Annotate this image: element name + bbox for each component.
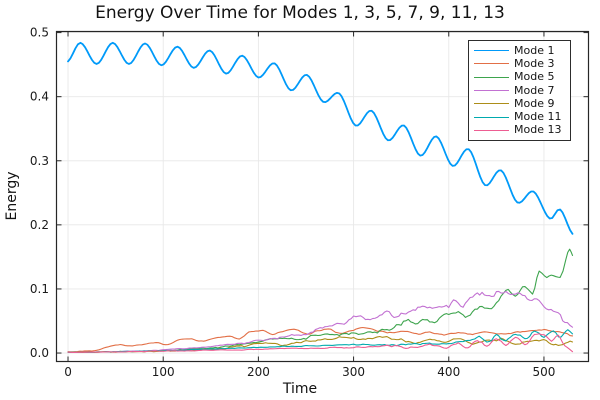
y-tick-label: 0.5 — [30, 26, 49, 40]
series-line-mode-1 — [67, 41, 574, 235]
legend-entry-mode-5: Mode 5 — [469, 71, 570, 84]
y-tick-label: 0.4 — [30, 90, 49, 104]
y-tick-label: 0.1 — [30, 282, 49, 296]
legend-label: Mode 3 — [514, 56, 555, 70]
legend-line-sample — [474, 63, 509, 65]
x-tick-label: 500 — [532, 365, 555, 379]
legend-line-sample — [474, 50, 509, 52]
plot-frame — [55, 30, 590, 363]
y-tick-label: 0.2 — [30, 218, 49, 232]
legend-entry-mode-13: Mode 13 — [469, 124, 570, 137]
x-tick-label: 100 — [152, 365, 175, 379]
legend-entry-mode-9: Mode 9 — [469, 97, 570, 110]
series-line-mode-7 — [67, 290, 574, 353]
legend-entry-mode-7: Mode 7 — [469, 84, 570, 97]
legend-line-sample — [474, 90, 509, 92]
x-tick-label: 400 — [437, 365, 460, 379]
legend-label: Mode 9 — [514, 96, 555, 110]
legend-line-sample — [474, 76, 509, 78]
legend-entry-mode-11: Mode 11 — [469, 110, 570, 123]
x-tick-label: 200 — [247, 365, 270, 379]
y-tick-label: 0.0 — [30, 346, 49, 360]
legend-label: Mode 5 — [514, 70, 555, 84]
chart-title: Energy Over Time for Modes 1, 3, 5, 7, 9… — [95, 3, 505, 23]
y-tick-label: 0.3 — [30, 154, 49, 168]
legend-entry-mode-3: Mode 3 — [469, 57, 570, 70]
legend-label: Mode 13 — [514, 123, 562, 137]
x-tick-label: 0 — [64, 365, 72, 379]
legend: Mode 1 Mode 3 Mode 5 Mode 7 Mode 9 Mode 11 Mod… — [468, 40, 571, 142]
series-line-mode-13 — [67, 333, 574, 353]
legend-line-sample — [474, 129, 509, 131]
legend-line-sample — [474, 103, 509, 105]
x-tick-label: 300 — [342, 365, 365, 379]
legend-entry-mode-1: Mode 1 — [469, 44, 570, 57]
x-axis-label: Time — [282, 381, 318, 397]
legend-label: Mode 1 — [514, 43, 555, 57]
series-line-mode-3 — [67, 326, 574, 353]
legend-label: Mode 11 — [514, 110, 562, 124]
legend-line-sample — [474, 116, 509, 118]
series-line-mode-5 — [67, 248, 574, 354]
legend-label: Mode 7 — [514, 83, 555, 97]
